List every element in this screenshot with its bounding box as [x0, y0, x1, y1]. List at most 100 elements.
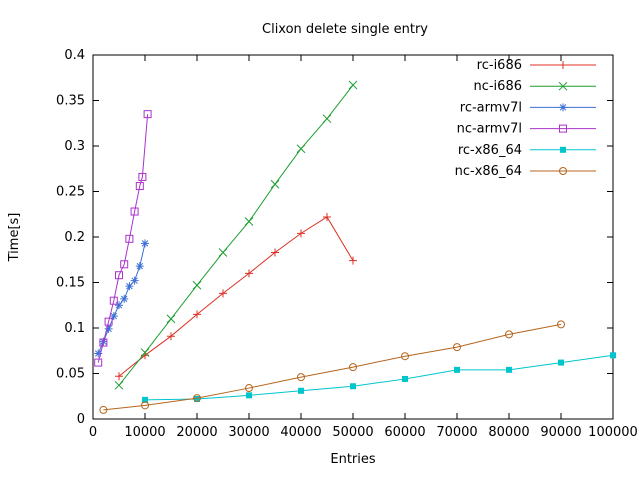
square-open-marker	[138, 172, 147, 181]
square-open-marker	[109, 296, 118, 305]
y-tick-label: 0.25	[56, 185, 85, 200]
plus-marker	[193, 310, 201, 319]
circle-open-marker	[559, 167, 567, 175]
series-line	[118, 216, 354, 377]
x-tick-label: 70000	[436, 425, 477, 440]
x-tick-label: 40000	[280, 425, 321, 440]
y-tick-label: 0.35	[56, 94, 85, 109]
square-open-marker	[125, 234, 134, 243]
y-tick-label: 0	[77, 412, 85, 427]
chart-title: Clixon delete single entry	[262, 22, 428, 37]
asterisk-marker	[559, 104, 567, 111]
series-rc-i686	[115, 212, 357, 381]
plot-border	[92, 54, 614, 420]
square-filled-marker	[350, 383, 356, 390]
plus-marker	[323, 212, 331, 221]
cross-marker	[270, 179, 280, 189]
square-open-marker	[143, 110, 152, 119]
square-open-marker	[99, 338, 108, 347]
legend-label-nc-i686: nc-i686	[473, 79, 522, 94]
series-nc-i686	[114, 80, 358, 390]
x-tick-label: 20000	[176, 425, 217, 440]
series-line	[103, 323, 562, 411]
legend-label-rc-i686: rc-i686	[477, 58, 522, 73]
y-tick-label: 0.2	[64, 230, 85, 245]
y-tick-label: 0.3	[64, 139, 85, 154]
asterisk-marker	[136, 262, 144, 270]
circle-open-marker	[99, 405, 108, 414]
asterisk-marker	[141, 240, 149, 247]
legend-label-nc-x86_64: nc-x86_64	[455, 164, 522, 179]
y-tick-label: 0.05	[56, 367, 85, 382]
plus-marker	[167, 332, 175, 341]
x-tick-label: 60000	[384, 425, 425, 440]
circle-open-marker	[505, 330, 513, 339]
square-filled-marker	[246, 392, 252, 399]
square-open-marker	[559, 124, 567, 133]
plus-marker	[115, 372, 123, 381]
cross-marker	[218, 248, 228, 257]
x-tick-label: 80000	[488, 425, 529, 440]
circle-open-marker	[557, 320, 565, 329]
y-tick-label: 0.15	[56, 276, 85, 291]
square-filled-marker	[560, 146, 566, 153]
cross-marker	[192, 280, 202, 290]
legend-label-rc-armv7l: rc-armv7l	[460, 100, 522, 115]
square-open-marker	[120, 260, 129, 269]
cross-marker	[140, 348, 150, 357]
asterisk-marker	[126, 282, 133, 290]
legend: rc-i686 nc-i686 rc-armv7l nc-armv7l rc-x86_6…	[455, 58, 596, 179]
square-filled-marker	[558, 359, 564, 366]
square-filled-marker	[298, 387, 304, 394]
plus-marker	[559, 61, 567, 69]
x-tick-label: 30000	[228, 425, 269, 440]
plus-marker	[271, 248, 279, 257]
plus-marker	[297, 229, 305, 238]
circle-open-marker	[349, 363, 357, 372]
x-tick-label: 10000	[124, 425, 165, 440]
x-tick-label: 100000	[588, 425, 638, 440]
x-tick-label: 90000	[540, 425, 581, 440]
circle-open-marker	[193, 394, 201, 403]
square-open-marker	[104, 317, 113, 326]
x-axis-label: Entries	[330, 452, 376, 467]
series-nc-armv7l	[94, 110, 152, 367]
square-filled-marker	[454, 366, 460, 373]
series-line	[97, 243, 146, 354]
asterisk-marker	[120, 295, 128, 303]
square-open-marker	[130, 207, 139, 216]
plot-area: 0 10000 20000 30000 40000 50000 60000 70000 8000…	[56, 48, 638, 440]
square-filled-marker	[402, 375, 408, 382]
plus-marker	[219, 289, 227, 298]
square-open-marker	[135, 182, 144, 191]
series-rc-x86_64	[142, 352, 616, 403]
square-filled-marker	[610, 352, 616, 359]
cross-marker	[244, 217, 254, 226]
square-open-marker	[94, 358, 103, 367]
cross-marker	[114, 380, 124, 390]
cross-marker	[166, 314, 176, 324]
x-tick-label: 0	[89, 425, 97, 440]
cross-marker	[322, 114, 332, 124]
cross-marker	[296, 144, 306, 154]
y-axis-ticks: 0 0.05 0.1 0.15 0.2 0.25 0.3 0.35 0.4	[56, 48, 613, 427]
legend-label-nc-armv7l: nc-armv7l	[457, 122, 522, 137]
plus-marker	[245, 269, 253, 278]
square-filled-marker	[506, 366, 512, 373]
circle-open-marker	[401, 352, 409, 361]
series-line	[118, 84, 354, 386]
cross-marker	[348, 80, 358, 90]
cross-marker	[558, 81, 568, 91]
circle-open-marker	[245, 384, 253, 393]
series-line	[144, 354, 614, 401]
x-axis-ticks: 0 10000 20000 30000 40000 50000 60000 70000 8000…	[89, 55, 638, 440]
square-filled-marker	[142, 396, 148, 403]
series-rc-armv7l	[94, 239, 149, 358]
circle-open-marker	[297, 373, 305, 382]
square-filled-marker	[194, 395, 200, 402]
y-axis-label: Time[s]	[7, 213, 22, 263]
circle-open-marker	[141, 401, 149, 410]
legend-label-rc-x86_64: rc-x86_64	[458, 143, 522, 158]
